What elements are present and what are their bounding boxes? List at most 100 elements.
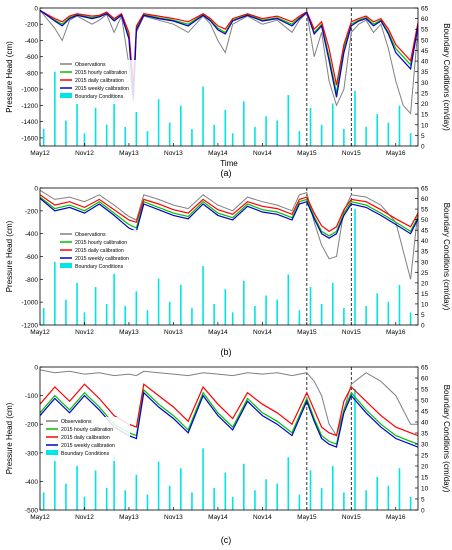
x-tick-label: Nov12	[75, 514, 94, 521]
y2-tick-label: 50	[421, 37, 429, 44]
y2-tick-label: 35	[421, 69, 429, 76]
legend-label: 2015 daily calibration	[75, 78, 124, 84]
y2-tick-label: 10	[421, 301, 429, 308]
x-tick-label: May15	[297, 514, 317, 521]
x-tick-label: May12	[30, 329, 50, 336]
y2-tick-label: 5	[421, 312, 425, 319]
legend-label: Boundary Conditions	[75, 264, 124, 270]
y-tick-label: -1600	[21, 135, 38, 142]
y2-tick-label: 0	[421, 144, 425, 151]
y-axis-title: Pressure Head (cm)	[5, 402, 14, 474]
y2-tick-label: 20	[421, 464, 429, 471]
x-tick-label: May13	[119, 150, 139, 157]
y2-tick-label: 65	[421, 186, 429, 193]
x-axis-title: Time	[220, 159, 238, 168]
x-tick-label: May14	[208, 514, 228, 521]
plot-area	[40, 8, 418, 146]
y-tick-label: -1000	[21, 300, 38, 307]
legend-swatch	[46, 450, 58, 455]
x-tick-label: Nov15	[342, 150, 361, 157]
y2-tick-label: 10	[421, 486, 429, 493]
y2-tick-label: 60	[421, 376, 429, 383]
y-tick-label: -200	[25, 208, 38, 215]
x-tick-label: Nov13	[164, 514, 183, 521]
legend-label: Observations	[61, 419, 92, 425]
y2-axis-title: Boundary Conditions (cm/day)	[442, 203, 451, 311]
y2-tick-label: 40	[421, 59, 429, 66]
panel-label: (a)	[221, 168, 232, 178]
series-line-observations	[40, 189, 418, 280]
y2-tick-label: 0	[421, 323, 425, 330]
y2-tick-label: 30	[421, 259, 429, 266]
y2-tick-label: 25	[421, 90, 429, 97]
y2-tick-label: 50	[421, 398, 429, 405]
y-tick-label: -100	[25, 393, 38, 400]
y-tick-label: -600	[25, 254, 38, 261]
y2-tick-label: 40	[421, 238, 429, 245]
legend-swatch	[60, 263, 72, 268]
y2-tick-label: 0	[421, 508, 425, 515]
x-tick-label: May16	[386, 514, 406, 521]
y2-tick-label: 15	[421, 291, 429, 298]
y2-tick-label: 65	[421, 365, 429, 372]
y-tick-label: 0	[34, 365, 38, 372]
x-tick-label: Nov12	[75, 329, 94, 336]
y-axis-title: Pressure Head (cm)	[5, 41, 14, 113]
legend-label: Observations	[75, 62, 106, 68]
x-tick-label: Nov15	[342, 329, 361, 336]
legend: Observations 2015 hourly calibration 2015 …	[58, 230, 144, 274]
x-tick-label: May13	[119, 514, 139, 521]
legend-label: Boundary Conditions	[75, 94, 124, 100]
legend-label: 2015 weekly calibration	[75, 86, 129, 92]
series-line-2015-daily-calibration	[40, 9, 418, 86]
y-axis-title: Pressure Head (cm)	[5, 220, 14, 292]
x-tick-label: May13	[119, 329, 139, 336]
x-tick-label: Nov13	[164, 329, 183, 336]
x-tick-label: May15	[297, 150, 317, 157]
y-tick-label: -1400	[21, 119, 38, 126]
series-line-2015-daily-calibration	[40, 383, 418, 437]
y2-tick-label: 15	[421, 475, 429, 482]
x-tick-label: May15	[297, 329, 317, 336]
y-tick-label: -800	[25, 277, 38, 284]
y2-tick-label: 60	[421, 196, 429, 203]
legend: Observations 2015 hourly calibration 2015 …	[58, 60, 144, 104]
legend: Observations 2015 hourly calibration 2015 …	[44, 417, 130, 461]
x-tick-label: May14	[208, 329, 228, 336]
y2-tick-label: 35	[421, 431, 429, 438]
legend-label: 2015 hourly calibration	[75, 70, 127, 76]
legend-label: 2015 daily calibration	[75, 248, 124, 254]
y-tick-label: -200	[25, 422, 38, 429]
series-line-2015-daily-calibration	[40, 194, 418, 233]
y2-tick-label: 55	[421, 27, 429, 34]
x-tick-label: Nov15	[342, 514, 361, 521]
panel-label: (b)	[221, 347, 232, 357]
legend-swatch	[60, 93, 72, 98]
plot-area	[40, 188, 418, 325]
legend-label: 2015 hourly calibration	[61, 427, 113, 433]
x-tick-label: Nov14	[253, 150, 272, 157]
y2-tick-label: 55	[421, 207, 429, 214]
y-tick-label: -400	[25, 479, 38, 486]
y-tick-label: -400	[25, 38, 38, 45]
x-tick-label: May16	[386, 150, 406, 157]
y2-tick-label: 25	[421, 453, 429, 460]
y-tick-label: -200	[25, 22, 38, 29]
legend-label: 2015 weekly calibration	[61, 443, 115, 449]
y-tick-label: -400	[25, 231, 38, 238]
x-tick-label: May12	[30, 514, 50, 521]
chart-panel-1: -1600 -1400 -1200 -1000 -800 -600 -400 -200 0 0 5 1…	[5, 6, 451, 179]
x-tick-label: May14	[208, 150, 228, 157]
y2-tick-label: 45	[421, 409, 429, 416]
x-tick-label: Nov13	[164, 150, 183, 157]
y2-tick-label: 30	[421, 442, 429, 449]
y2-tick-label: 20	[421, 101, 429, 108]
legend-label: 2015 daily calibration	[61, 435, 110, 441]
x-tick-label: May16	[386, 329, 406, 336]
y-tick-label: -1000	[21, 87, 38, 94]
chart-panel-3: -500 -400 -300 -200 -100 0 0 5 10 15 20 25 30 35 40 45 5…	[5, 365, 451, 546]
y2-tick-label: 60	[421, 16, 429, 23]
y2-tick-label: 45	[421, 228, 429, 235]
y-tick-label: 0	[34, 186, 38, 193]
